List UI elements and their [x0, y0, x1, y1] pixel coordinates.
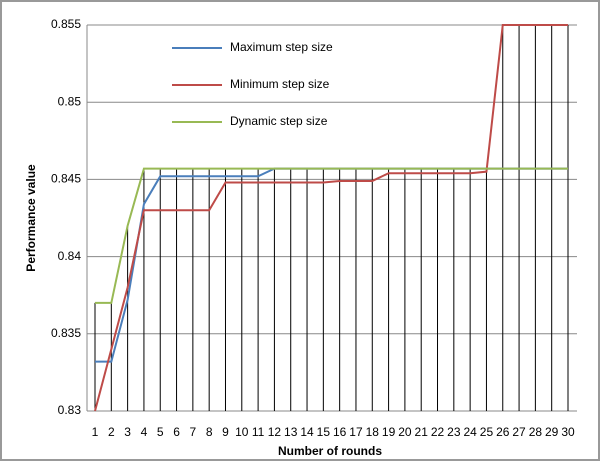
x-tick-label: 17: [349, 425, 363, 439]
y-tick-label: 0.855: [51, 17, 81, 31]
x-axis-title: Number of rounds: [278, 444, 382, 458]
y-tick-label: 0.845: [51, 172, 81, 186]
legend-label: Dynamic step size: [230, 114, 328, 128]
y-tick-label: 0.835: [51, 326, 81, 340]
x-tick-label: 20: [398, 425, 412, 439]
series-line: [94, 24, 568, 412]
x-tick-label: 15: [317, 425, 331, 439]
x-tick-label: 22: [431, 425, 445, 439]
x-tick-label: 1: [92, 425, 99, 439]
x-tick-label: 3: [124, 425, 131, 439]
x-tick-label: 9: [222, 425, 229, 439]
x-tick-label: 5: [157, 425, 164, 439]
x-tick-label: 29: [545, 425, 559, 439]
x-tick-label: 16: [333, 425, 347, 439]
y-tick-label: 0.85: [58, 94, 82, 108]
x-tick-label: 25: [480, 425, 494, 439]
x-tick-label: 10: [235, 425, 249, 439]
x-tick-label: 12: [268, 425, 282, 439]
x-tick-label: 18: [366, 425, 380, 439]
x-tick-label: 8: [206, 425, 213, 439]
x-tick-label: 19: [382, 425, 396, 439]
legend-label: Maximum step size: [230, 40, 333, 54]
x-tick-label: 14: [300, 425, 314, 439]
legend-label: Minimum step size: [230, 77, 330, 91]
y-tick-label: 0.84: [58, 249, 82, 263]
y-tick-label: 0.83: [58, 403, 82, 417]
y-axis-title: Performance value: [24, 164, 38, 272]
x-tick-label: 23: [447, 425, 461, 439]
x-tick-label: 13: [284, 425, 298, 439]
x-tick-label: 30: [561, 425, 575, 439]
x-tick-label: 11: [252, 425, 265, 439]
x-tick-label: 6: [173, 425, 180, 439]
x-tick-label: 4: [141, 425, 148, 439]
x-tick-label: 24: [463, 425, 477, 439]
x-tick-label: 27: [512, 425, 526, 439]
series-line: [95, 167, 568, 304]
x-tick-label: 26: [496, 425, 510, 439]
x-tick-label: 7: [190, 425, 197, 439]
x-tick-label: 2: [108, 425, 115, 439]
x-tick-label: 21: [415, 425, 429, 439]
x-tick-label: 28: [529, 425, 543, 439]
